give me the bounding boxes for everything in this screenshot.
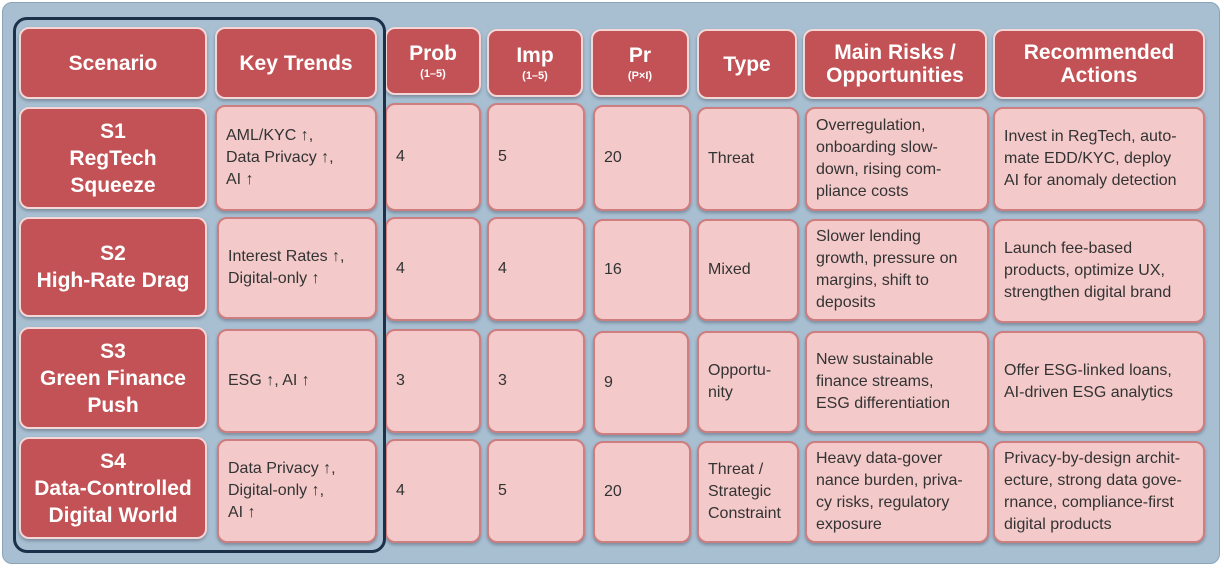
header-actions: Recommended Actions [993,29,1205,99]
header-imp-label: Imp [516,43,554,67]
actions-s3-text: Offer ESG-linked loans, AI-driven ESG an… [1004,362,1173,401]
imp-s2: 4 [487,217,585,321]
imp-s3: 3 [487,329,585,433]
type-s1-text: Threat [708,150,755,167]
actions-s3: Offer ESG-linked loans, AI-driven ESG an… [993,331,1205,433]
pr-s3-value: 9 [604,374,613,391]
risks-s1: Overregulation, onboarding slow- down, r… [805,107,989,211]
scenario-s3: S3 Green Finance Push [19,327,207,429]
imp-s4-value: 5 [498,482,507,499]
prob-s4: 4 [385,439,481,543]
imp-s4: 5 [487,439,585,543]
scenario-s4: S4 Data-Controlled Digital World [19,437,207,539]
header-key-trends-label: Key Trends [239,51,353,75]
header-imp-sub: (1–5) [522,69,548,82]
type-s3-text: Opportu- nity [708,362,772,401]
actions-s4: Privacy-by-design archit- ecture, strong… [993,441,1205,543]
header-prob: Prob (1–5) [385,27,481,95]
prob-s3: 3 [385,329,481,433]
imp-s1: 5 [487,103,585,211]
risks-s4: Heavy data-gover nance burden, priva- cy… [805,441,989,543]
header-type-label: Type [723,52,771,76]
pr-s1-value: 20 [604,149,622,166]
header-scenario: Scenario [19,27,207,99]
pr-s1: 20 [593,105,691,211]
header-risks-label: Main Risks / Opportunities [826,41,964,87]
header-pr-sub: (P×I) [627,69,653,82]
type-s2: Mixed [697,219,799,321]
trends-s4: Data Privacy ↑, Digital-only ↑, AI ↑ [217,439,377,543]
scenario-s1: S1 RegTech Squeeze [19,107,207,209]
prob-s1: 4 [385,103,481,211]
header-scenario-label: Scenario [68,51,158,75]
trends-s2: Interest Rates ↑, Digital-only ↑ [217,217,377,319]
pr-s4-value: 20 [604,483,622,500]
type-s3: Opportu- nity [697,331,799,433]
trends-s1: AML/KYC ↑, Data Privacy ↑, AI ↑ [215,105,377,211]
prob-s2-value: 4 [396,260,405,277]
trends-s3-text: ESG ↑, AI ↑ [228,372,310,389]
risks-s2-text: Slower lending growth, pressure on margi… [816,228,958,311]
risks-s3-text: New sustainable finance streams, ESG dif… [816,351,951,412]
actions-s2-text: Launch fee-based products, optimize UX, … [1004,240,1172,301]
header-actions-label: Recommended Actions [1023,41,1175,87]
risks-s3: New sustainable finance streams, ESG dif… [805,331,989,433]
header-type: Type [697,29,797,99]
risks-s4-text: Heavy data-gover nance burden, priva- cy… [816,450,963,533]
header-prob-sub: (1–5) [420,67,446,80]
prob-s1-value: 4 [396,148,405,165]
imp-s1-value: 5 [498,148,507,165]
type-s2-text: Mixed [708,261,751,278]
header-key-trends: Key Trends [215,27,377,99]
actions-s4-text: Privacy-by-design archit- ecture, strong… [1004,450,1182,533]
risks-s1-text: Overregulation, onboarding slow- down, r… [816,117,942,200]
header-imp: Imp (1–5) [487,29,583,97]
prob-s3-value: 3 [396,372,405,389]
actions-s2: Launch fee-based products, optimize UX, … [993,219,1205,323]
type-s4-text: Threat / Strategic Constraint [708,461,781,522]
risks-s2: Slower lending growth, pressure on margi… [805,219,989,321]
pr-s2: 16 [593,219,691,321]
imp-s2-value: 4 [498,260,507,277]
pr-s2-value: 16 [604,261,622,278]
trends-s3: ESG ↑, AI ↑ [217,329,377,433]
trends-s4-text: Data Privacy ↑, Digital-only ↑, AI ↑ [228,460,336,521]
header-prob-label: Prob [409,41,457,65]
pr-s4: 20 [593,441,691,543]
header-risks: Main Risks / Opportunities [803,29,987,99]
actions-s1-text: Invest in RegTech, auto- mate EDD/KYC, d… [1004,128,1177,189]
type-s1: Threat [697,107,799,211]
header-pr-label: Pr [628,43,652,67]
trends-s1-text: AML/KYC ↑, Data Privacy ↑, AI ↑ [226,127,334,188]
trends-s2-text: Interest Rates ↑, Digital-only ↑ [228,248,345,287]
actions-s1: Invest in RegTech, auto- mate EDD/KYC, d… [993,107,1205,211]
prob-s4-value: 4 [396,482,405,499]
scenario-s2: S2 High-Rate Drag [19,217,207,317]
type-s4: Threat / Strategic Constraint [697,441,799,543]
header-pr: Pr (P×I) [591,29,689,97]
imp-s3-value: 3 [498,372,507,389]
pr-s3: 9 [593,331,689,435]
prob-s2: 4 [385,217,481,321]
